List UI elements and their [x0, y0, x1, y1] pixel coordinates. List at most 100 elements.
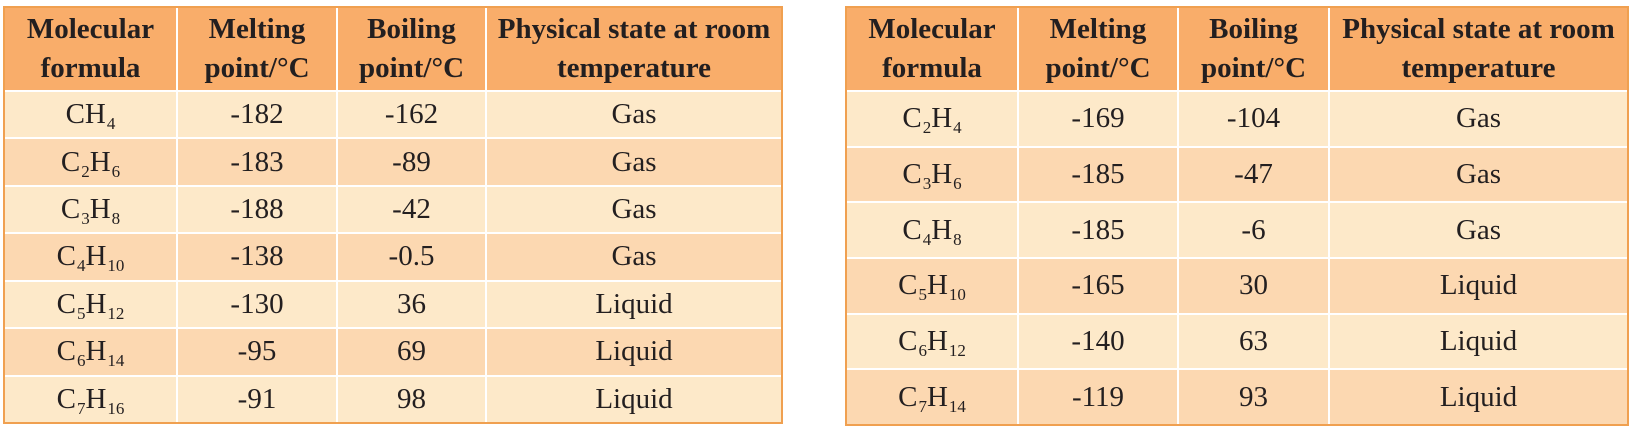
subscript: 7: [76, 398, 86, 418]
subscript: 2: [922, 118, 932, 138]
subscript: 6: [111, 161, 121, 181]
element-symbol: H: [85, 382, 107, 415]
element-symbol: C: [56, 240, 76, 273]
header-melting-point: Melting point/°C: [1019, 8, 1177, 90]
melting-point-cell: -130: [178, 281, 336, 328]
formula-cell: CH 4: [5, 92, 176, 138]
subscript: 7: [918, 396, 927, 416]
element-symbol: H: [926, 269, 948, 302]
element-symbol: H: [85, 335, 107, 368]
subscript: 4: [106, 114, 116, 134]
element-symbol: H: [85, 287, 107, 320]
element-symbol: C: [56, 287, 76, 320]
melting-point-cell: -138: [178, 234, 336, 280]
formula-cell: C 5 H 12: [5, 281, 176, 328]
subscript: 12: [948, 340, 966, 360]
header-molecular-formula: Molecular formula: [5, 8, 176, 90]
header-physical-state: Physical state at room temperature: [487, 8, 781, 90]
boiling-point-cell: -89: [338, 139, 485, 185]
melting-point-cell: -182: [178, 92, 336, 138]
subscript: 5: [918, 285, 927, 305]
melting-point-cell: -91: [178, 376, 336, 422]
element-symbol: C: [898, 324, 918, 357]
element-symbol: CH: [65, 98, 106, 131]
formula-cell: C 7 H 14: [847, 370, 1017, 424]
element-symbol: C: [902, 102, 922, 135]
element-symbol: C: [902, 157, 922, 190]
formula-cell: C 4 H 10: [5, 234, 176, 280]
formula-cell: C 7 H 16: [5, 376, 176, 422]
alkenes-table: Molecular formula Melting point/°C Boiling…: [845, 6, 1629, 426]
element-symbol: C: [56, 335, 76, 368]
physical-state-cell: Gas: [487, 92, 781, 138]
header-boiling-point: Boiling point/°C: [338, 8, 485, 90]
subscript: 6: [953, 173, 962, 193]
subscript: 14: [107, 351, 125, 371]
boiling-point-cell: 69: [338, 329, 485, 375]
physical-state-cell: Liquid: [487, 281, 781, 328]
header-melting-point: Melting point/°C: [178, 8, 336, 90]
subscript: 4: [76, 256, 86, 276]
subscript: 3: [922, 173, 932, 193]
boiling-point-cell: 98: [338, 376, 485, 422]
header-physical-state: Physical state at room temperature: [1330, 8, 1627, 90]
boiling-point-cell: -42: [338, 186, 485, 233]
subscript: 10: [107, 256, 125, 276]
element-symbol: C: [56, 382, 76, 415]
element-symbol: C: [60, 193, 81, 226]
boiling-point-cell: 93: [1179, 370, 1328, 424]
subscript: 6: [918, 340, 927, 360]
element-symbol: H: [926, 324, 948, 357]
melting-point-cell: -119: [1019, 370, 1177, 424]
melting-point-cell: -140: [1019, 314, 1177, 369]
boiling-point-cell: -6: [1179, 203, 1328, 257]
subscript: 5: [76, 303, 86, 323]
element-symbol: H: [926, 380, 948, 413]
alkanes-table-grid: Molecular formula Melting point/°C Boiling…: [5, 8, 781, 422]
alkanes-table: Molecular formula Melting point/°C Boiling…: [3, 6, 783, 424]
element-symbol: C: [898, 269, 918, 302]
element-symbol: H: [89, 193, 111, 226]
subscript: 4: [953, 118, 962, 138]
physical-state-cell: Gas: [1330, 147, 1627, 202]
physical-state-cell: Liquid: [1330, 259, 1627, 313]
header-boiling-point: Boiling point/°C: [1179, 8, 1328, 90]
element-symbol: H: [89, 145, 111, 178]
element-symbol: C: [60, 145, 81, 178]
melting-point-cell: -95: [178, 329, 336, 375]
formula-cell: C 6 H 14: [5, 329, 176, 375]
physical-state-cell: Liquid: [1330, 314, 1627, 369]
formula-cell: C 6 H 12: [847, 314, 1017, 369]
melting-point-cell: -165: [1019, 259, 1177, 313]
subscript: 14: [948, 396, 966, 416]
subscript: 2: [81, 161, 90, 181]
boiling-point-cell: 30: [1179, 259, 1328, 313]
element-symbol: H: [931, 157, 953, 190]
boiling-point-cell: -47: [1179, 147, 1328, 202]
subscript: 12: [107, 303, 125, 323]
melting-point-cell: -185: [1019, 147, 1177, 202]
melting-point-cell: -185: [1019, 203, 1177, 257]
physical-state-cell: Gas: [1330, 203, 1627, 257]
physical-state-cell: Gas: [487, 234, 781, 280]
subscript: 4: [922, 229, 932, 249]
boiling-point-cell: -162: [338, 92, 485, 138]
physical-state-cell: Gas: [1330, 92, 1627, 146]
boiling-point-cell: 36: [338, 281, 485, 328]
physical-state-cell: Liquid: [487, 329, 781, 375]
melting-point-cell: -169: [1019, 92, 1177, 146]
subscript: 8: [111, 209, 121, 229]
element-symbol: H: [931, 213, 953, 246]
subscript: 10: [948, 285, 966, 305]
header-molecular-formula: Molecular formula: [847, 8, 1017, 90]
subscript: 3: [81, 209, 90, 229]
boiling-point-cell: 63: [1179, 314, 1328, 369]
element-symbol: H: [931, 102, 953, 135]
subscript: 6: [76, 351, 86, 371]
melting-point-cell: -188: [178, 186, 336, 233]
